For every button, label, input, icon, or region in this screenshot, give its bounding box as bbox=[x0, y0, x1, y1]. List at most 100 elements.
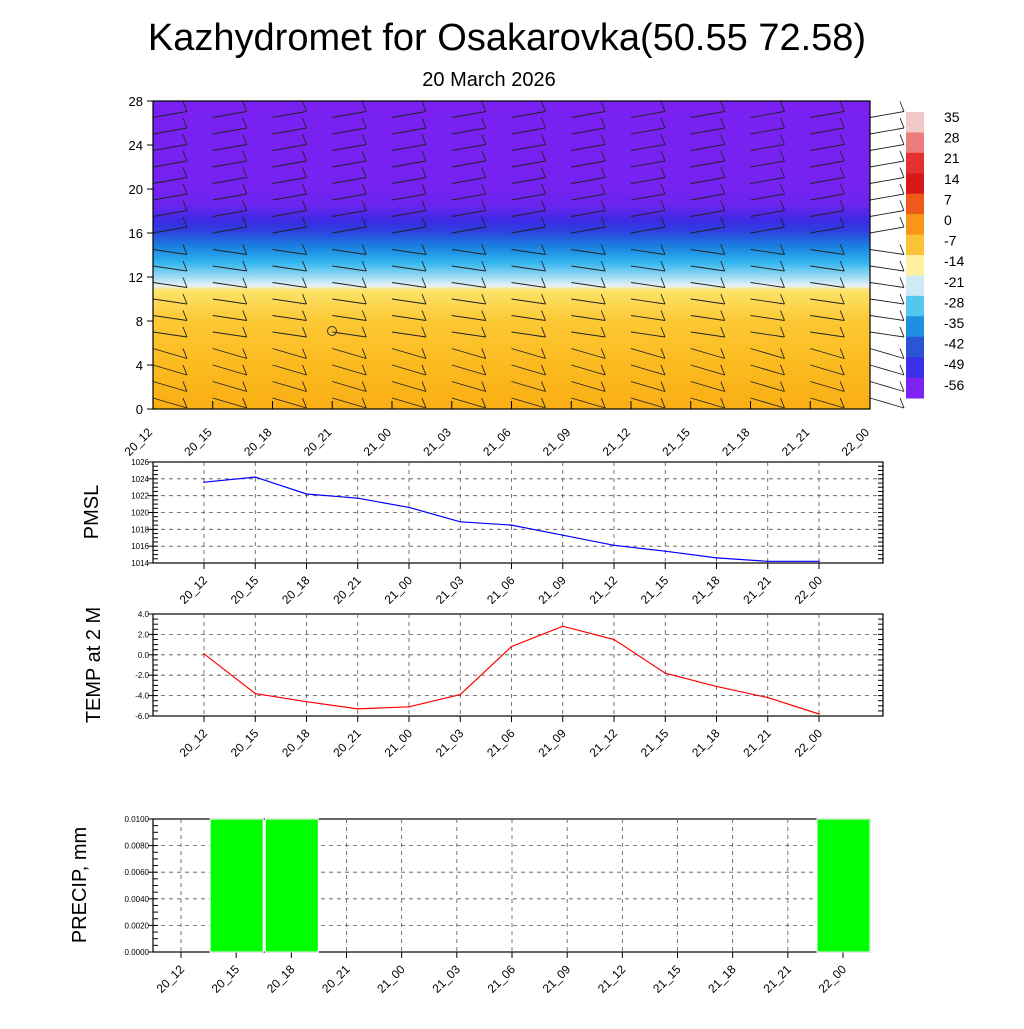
wind-barb-flag bbox=[660, 293, 666, 305]
wind-barb bbox=[511, 364, 546, 376]
precip-y-tick-label: 0.0000 bbox=[125, 948, 150, 957]
pmsl-x-tick-label: 21_15 bbox=[638, 573, 672, 607]
wind-barb-flag bbox=[302, 101, 307, 112]
colorbar-label: -21 bbox=[944, 274, 964, 290]
wind-barb bbox=[750, 210, 785, 217]
pmsl-data-point bbox=[818, 560, 820, 563]
wind-barb bbox=[332, 111, 367, 118]
wind-barb-flag bbox=[302, 310, 307, 321]
wind-barb bbox=[810, 160, 845, 168]
wind-barb bbox=[810, 331, 845, 338]
wind-barb bbox=[690, 249, 725, 255]
pmsl-y-axis-label: PMSL bbox=[81, 485, 103, 539]
wind-barb bbox=[690, 381, 725, 392]
wind-barb bbox=[571, 364, 606, 376]
colorbar-swatch bbox=[906, 234, 924, 256]
wind-barb-flag bbox=[600, 326, 606, 338]
wind-barb bbox=[451, 160, 486, 168]
wind-barb-flag bbox=[899, 101, 905, 112]
wind-barb-flag bbox=[839, 310, 845, 321]
wind-barb bbox=[810, 397, 845, 409]
wind-barb bbox=[272, 381, 307, 392]
precip-y-tick-label: 0.0100 bbox=[125, 815, 150, 824]
wind-barb-flag bbox=[421, 381, 427, 392]
wind-barb bbox=[810, 249, 845, 255]
wind-barb-flag bbox=[839, 381, 845, 392]
precip-x-tick-label: 21_18 bbox=[705, 962, 739, 996]
wind-barb bbox=[391, 210, 427, 217]
wind-barb bbox=[391, 226, 427, 234]
wind-barb bbox=[690, 210, 725, 217]
wind-barb-flag bbox=[720, 397, 726, 409]
wind-barb-flag bbox=[361, 277, 367, 288]
wind-barb-flag bbox=[421, 397, 427, 409]
wind-barb bbox=[869, 249, 905, 255]
temp-x-tick-label: 20_15 bbox=[228, 726, 262, 760]
wind-barb-flag bbox=[421, 200, 427, 211]
wind-barb-flag bbox=[481, 200, 487, 211]
wind-barb-flag bbox=[600, 150, 606, 162]
wind-barb-flag bbox=[302, 200, 307, 211]
wind-barb-flag bbox=[780, 293, 785, 305]
wind-barb bbox=[869, 364, 905, 376]
wind-barb bbox=[869, 265, 905, 272]
wind-barb bbox=[690, 348, 725, 359]
temp-x-tick-label: 21_06 bbox=[484, 726, 518, 760]
wind-barb bbox=[212, 364, 247, 376]
wind-barb-flag bbox=[182, 167, 188, 178]
wind-barb bbox=[571, 331, 606, 338]
wind-barb bbox=[272, 226, 307, 234]
temp-y-tick-label: -4.0 bbox=[135, 692, 149, 701]
wind-barb bbox=[212, 144, 247, 151]
wind-barb bbox=[571, 298, 606, 305]
wind-barb bbox=[391, 127, 427, 135]
wind-barb bbox=[571, 265, 606, 272]
wind-barb bbox=[571, 315, 606, 321]
cross-section-x-tick-label: 21_15 bbox=[659, 425, 693, 459]
wind-barb bbox=[272, 282, 307, 288]
wind-barb bbox=[571, 160, 606, 168]
colorbar-label: -28 bbox=[944, 294, 964, 310]
temp-frame bbox=[152, 613, 884, 717]
wind-barb-flag bbox=[600, 293, 606, 305]
wind-barb-flag bbox=[660, 216, 666, 228]
wind-barb-flag bbox=[720, 293, 726, 305]
wind-barb-flag bbox=[839, 326, 845, 338]
wind-barb bbox=[511, 111, 546, 118]
wind-barb bbox=[451, 315, 486, 321]
wind-barb bbox=[152, 381, 188, 392]
wind-barb-flag bbox=[839, 397, 845, 409]
wind-barb-flag bbox=[481, 260, 487, 272]
wind-barb bbox=[869, 226, 905, 234]
wind-barb-flag bbox=[421, 260, 427, 272]
wind-barb-flag bbox=[720, 310, 726, 321]
wind-barb bbox=[272, 160, 307, 168]
wind-barb bbox=[272, 348, 307, 359]
precip-x-tick-label: 20_12 bbox=[154, 962, 188, 996]
wind-barb-flag bbox=[839, 348, 845, 359]
colorbar-label: -56 bbox=[944, 377, 964, 393]
wind-barb-flag bbox=[660, 167, 666, 178]
wind-barb-flag bbox=[839, 150, 845, 162]
wind-barb-flag bbox=[182, 326, 188, 338]
wind-barb-flag bbox=[302, 216, 307, 228]
temp-y-tick-label: 4.0 bbox=[138, 610, 150, 619]
wind-barb-flag bbox=[541, 183, 546, 195]
precip-bar bbox=[209, 818, 264, 953]
wind-barb-flag bbox=[541, 200, 546, 211]
wind-barb-flag bbox=[899, 216, 905, 228]
temp-data-point bbox=[305, 700, 308, 703]
wind-barb bbox=[869, 331, 905, 338]
wind-barb bbox=[152, 331, 188, 338]
wind-barb bbox=[630, 397, 666, 409]
wind-barb bbox=[630, 127, 666, 135]
temp-x-tick-label: 21_12 bbox=[587, 726, 621, 760]
wind-barb-flag bbox=[899, 134, 905, 145]
wind-barb bbox=[272, 127, 307, 135]
wind-barb-flag bbox=[242, 310, 248, 321]
wind-barb-flag bbox=[839, 260, 845, 272]
precip-bar bbox=[816, 818, 871, 953]
wind-barb-flag bbox=[720, 364, 726, 376]
wind-barb-flag bbox=[660, 150, 666, 162]
wind-barb-flag bbox=[242, 293, 248, 305]
